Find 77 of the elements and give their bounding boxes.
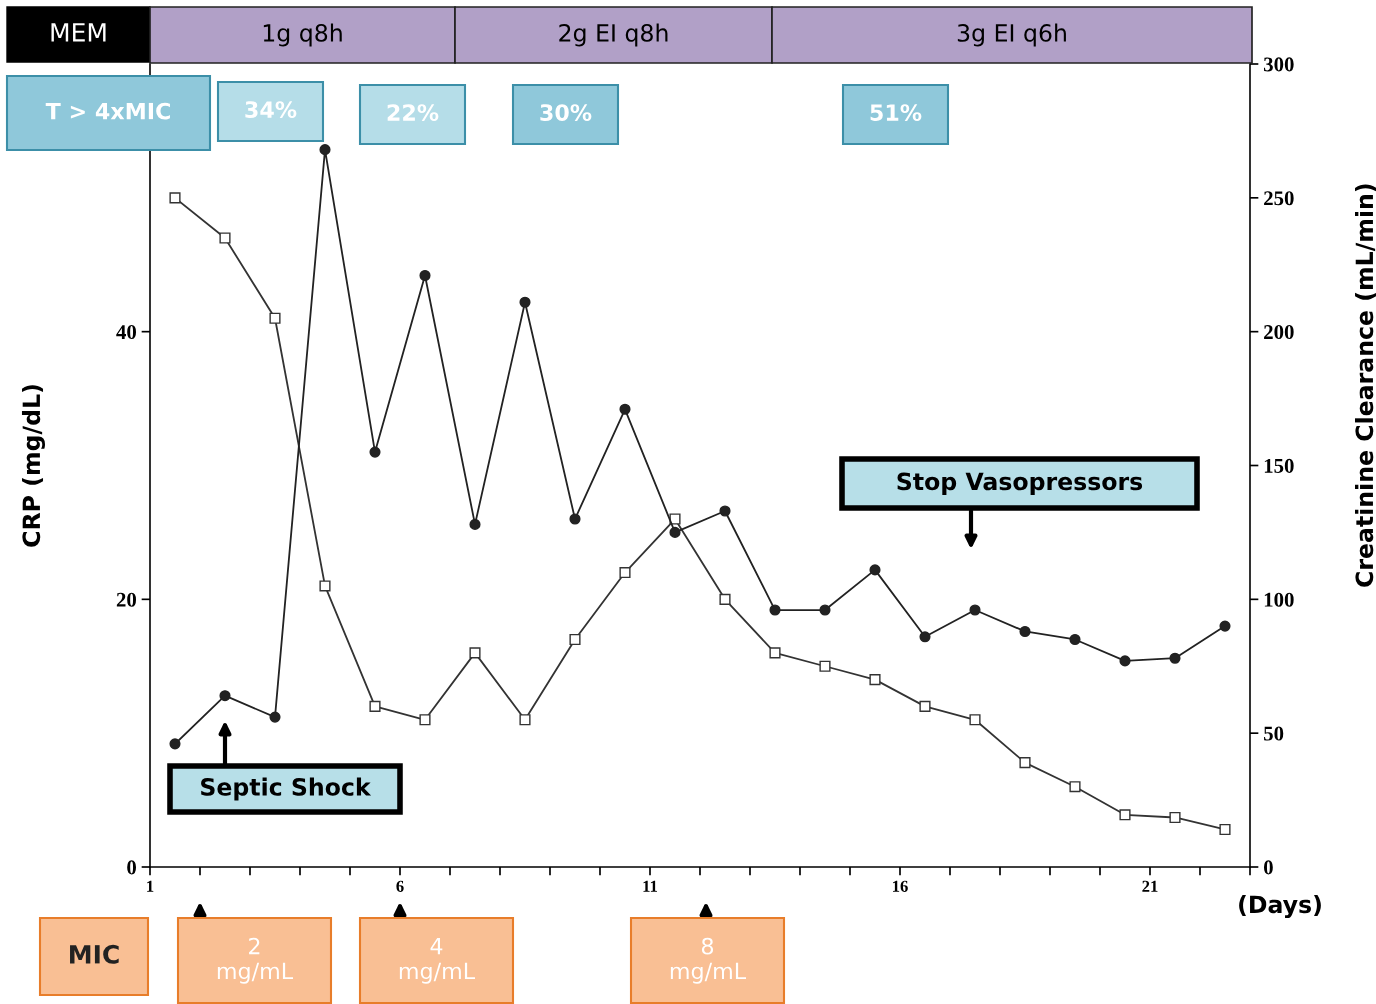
text: 2g EI q8h [559, 23, 668, 47]
point [719, 505, 731, 517]
point [169, 738, 181, 750]
point [819, 660, 831, 672]
y2-tick-label: 250 [1264, 191, 1294, 206]
point [369, 700, 381, 712]
y2-tick-label: 300 [1263, 57, 1294, 72]
point [269, 711, 281, 723]
point [469, 647, 481, 659]
point [1119, 655, 1131, 667]
point [919, 700, 931, 712]
annotation: Stop Vasopressors [897, 472, 1143, 495]
text: 4 mg/mL [399, 937, 476, 984]
point [319, 580, 331, 592]
point [969, 604, 981, 616]
point [1169, 811, 1181, 824]
point [869, 674, 881, 686]
point [1119, 809, 1131, 821]
point [869, 564, 881, 576]
x-axis-title: (Days) [1239, 895, 1321, 919]
y2-tick-label: 50 [1264, 726, 1284, 741]
point [219, 690, 231, 702]
point [669, 526, 681, 538]
point [269, 312, 281, 324]
point [569, 633, 581, 646]
point [519, 296, 531, 308]
point [769, 604, 781, 616]
annotation: 51% [870, 104, 922, 121]
text: 3g EI q6h [957, 23, 1066, 47]
point [1169, 652, 1181, 664]
point [919, 631, 931, 643]
text: MEM [51, 23, 106, 42]
annotation: 30% [540, 104, 592, 121]
point [519, 714, 531, 726]
y2-tick-label: 0 [1263, 860, 1273, 875]
text: 8 mg/mL [670, 937, 747, 984]
y-tick-label: 20 [116, 592, 137, 607]
point [1069, 633, 1081, 646]
point [1019, 757, 1031, 769]
annotation: 34% [245, 101, 297, 118]
y2-axis-title: Creatinine Clearance (mL/min) [1355, 184, 1376, 587]
point [169, 192, 181, 204]
point [569, 513, 581, 525]
point [419, 714, 431, 726]
point [969, 714, 981, 726]
x-tick-label: 21 [1142, 880, 1158, 892]
point [469, 518, 481, 530]
point [819, 604, 831, 616]
annotation: 22% [387, 104, 439, 121]
annotation: Septic Shock [201, 777, 372, 801]
point [319, 144, 331, 156]
annotation: T > 4xMIC [45, 102, 170, 120]
point [419, 269, 431, 282]
y-tick-label: 0 [127, 860, 137, 875]
x-tick-label: 1 [147, 880, 154, 892]
point [769, 647, 781, 659]
y2-tick-label: 200 [1264, 325, 1294, 340]
text: 1g q8h [263, 23, 342, 47]
point [619, 403, 631, 415]
x-tick-label: 11 [643, 880, 658, 892]
y2-tick-label: 100 [1264, 592, 1294, 607]
y2-tick-label: 150 [1264, 458, 1294, 473]
point [219, 232, 231, 244]
point [719, 593, 731, 605]
text: 2 mg/mL [217, 937, 294, 984]
point [669, 513, 681, 525]
y-tick-label: 40 [116, 325, 137, 340]
point [1069, 781, 1081, 793]
y-axis-title: CRP (mg/dL) [21, 385, 45, 547]
text: MIC [70, 944, 119, 964]
x-tick-label: 16 [893, 880, 908, 892]
point [369, 446, 381, 458]
point [1019, 625, 1031, 638]
point [1219, 823, 1231, 836]
point [619, 567, 631, 579]
x-tick-label: 6 [396, 880, 404, 892]
point [1219, 620, 1231, 632]
